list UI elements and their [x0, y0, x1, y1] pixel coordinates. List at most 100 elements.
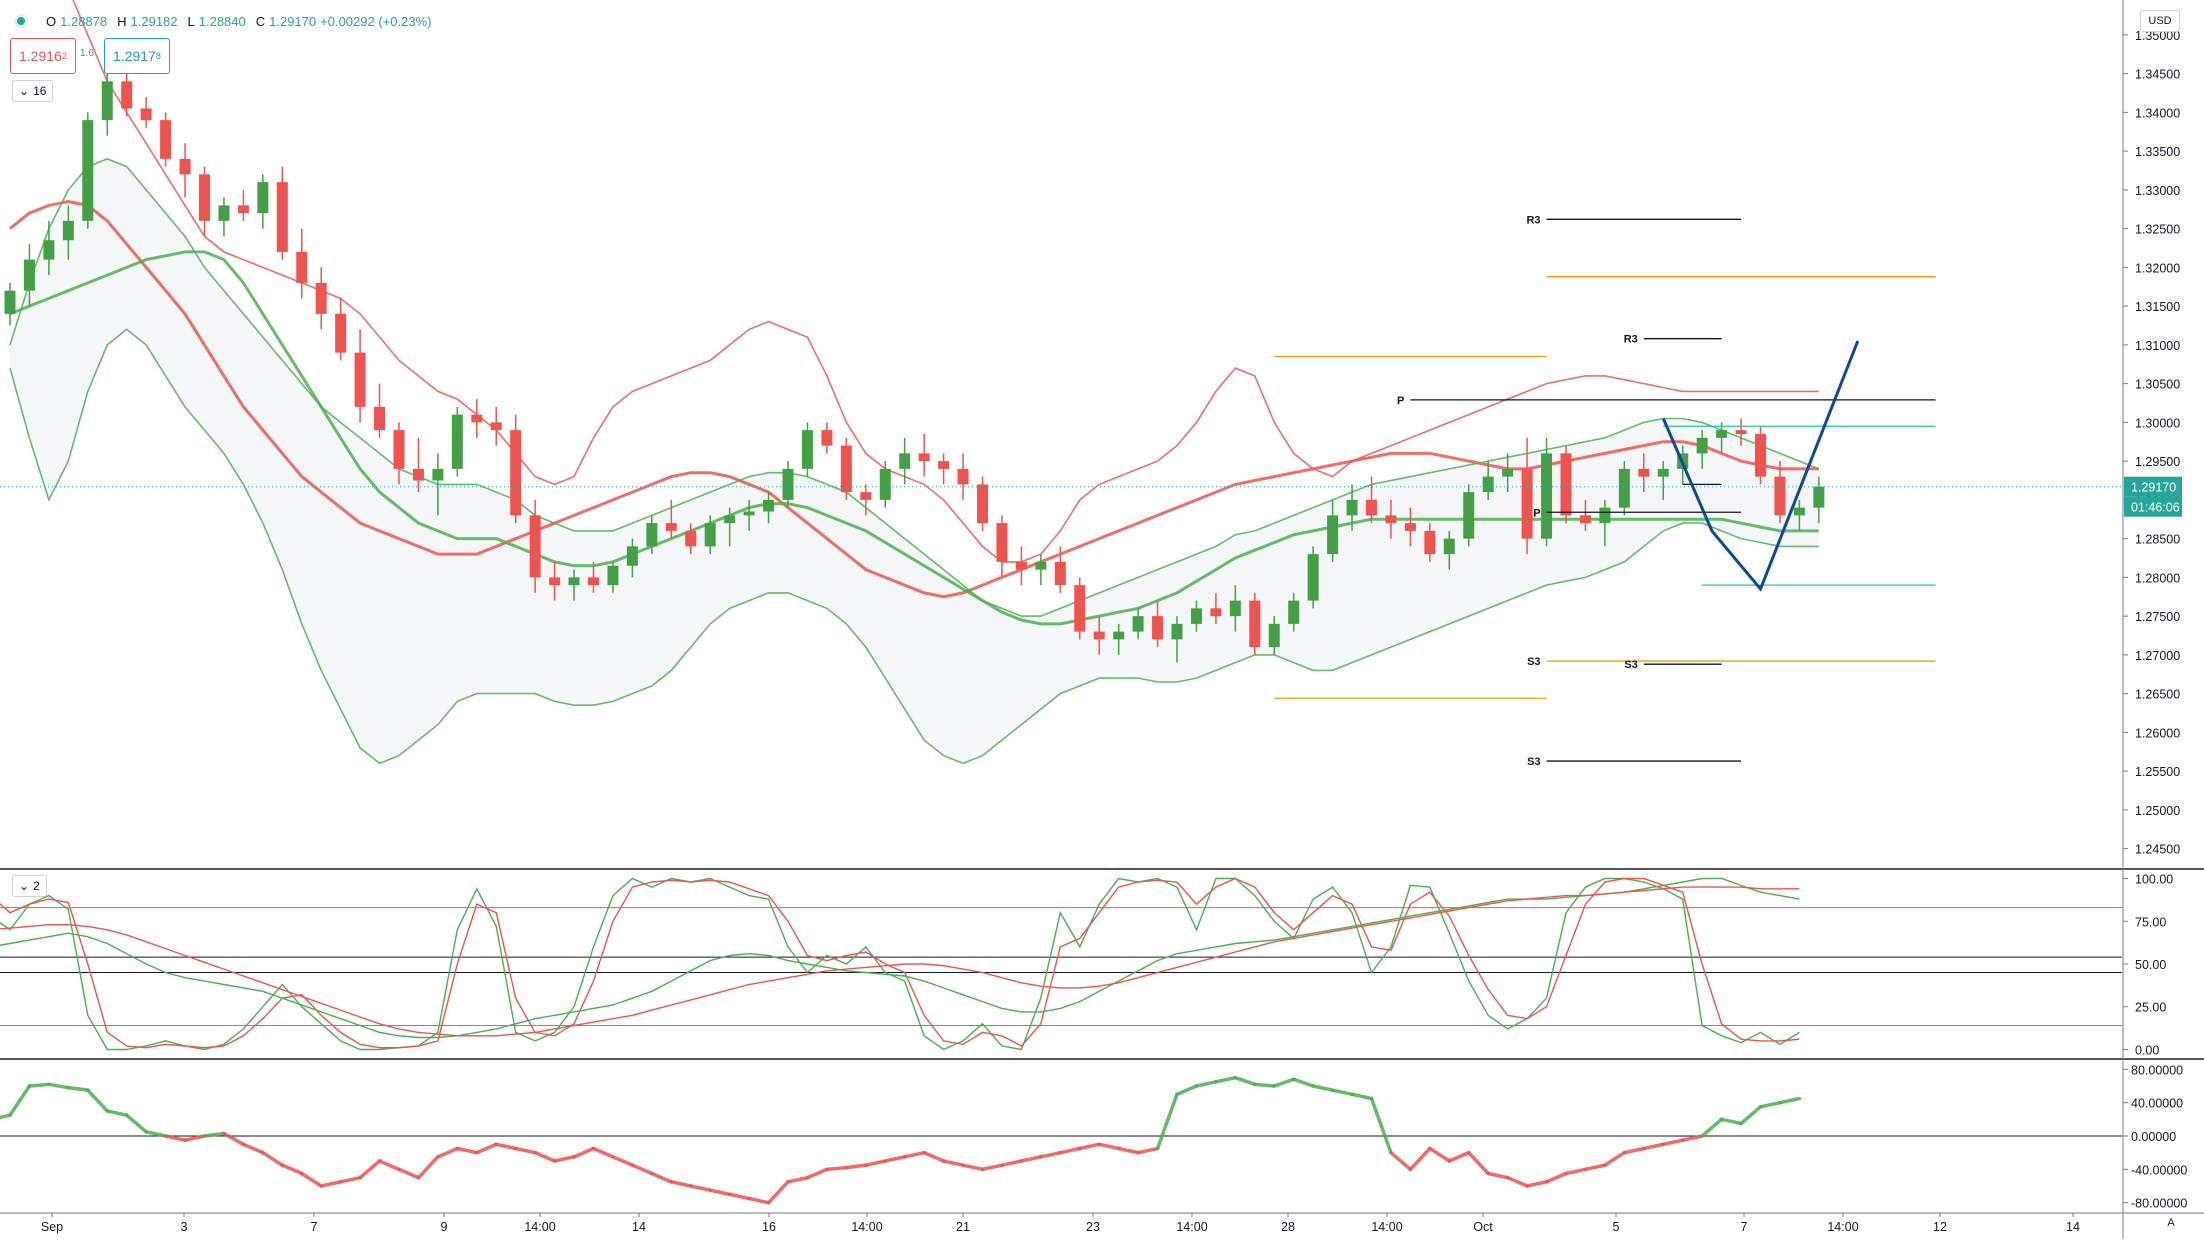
time-tick-label: 14:00: [1176, 1220, 1207, 1234]
momentum-segment: [1116, 1146, 1140, 1155]
buy-price-super: 8: [155, 51, 161, 61]
momentum-segment: [1311, 1084, 1335, 1092]
candle-body: [296, 251, 308, 283]
candle: [1560, 445, 1572, 524]
candle: [996, 515, 1008, 578]
momentum-segment: [1661, 1138, 1685, 1147]
candle: [1696, 430, 1708, 469]
candle-body: [1171, 623, 1183, 640]
price-tick-label: 1.35000: [2135, 29, 2180, 43]
candle: [140, 96, 152, 128]
candle: [801, 422, 813, 477]
candle: [1074, 577, 1086, 640]
pivot-label: P: [1397, 395, 1404, 407]
oscillator-count: 2: [33, 879, 40, 893]
candle-body: [1366, 499, 1377, 516]
momentum-segment: [300, 1171, 323, 1188]
countdown-label: 01:46:06: [2131, 501, 2180, 515]
candle-body: [1813, 486, 1825, 508]
candle-body: [315, 282, 327, 314]
candle: [1657, 461, 1669, 500]
candle: [1132, 608, 1144, 640]
candle: [82, 112, 94, 229]
sell-button[interactable]: 1.2916 2: [10, 38, 76, 74]
sell-price-super: 2: [61, 51, 67, 61]
candle: [588, 561, 599, 593]
candle: [1599, 499, 1611, 547]
time-tick-label: 12: [1933, 1220, 1947, 1234]
time-tick-label: 14:00: [524, 1220, 555, 1234]
pivot-level: R3: [1624, 334, 1722, 346]
candle: [840, 437, 852, 500]
candle-body: [1696, 437, 1708, 454]
momentum-segment: [280, 1163, 304, 1176]
green-band-lower: [9, 328, 1819, 765]
momentum-segment: [1058, 1146, 1082, 1155]
candle-body: [996, 523, 1008, 562]
candle-body: [704, 523, 716, 547]
open-key: O: [46, 13, 57, 29]
momentum-segment: [1680, 1134, 1704, 1142]
momentum-segment: [1408, 1146, 1432, 1172]
candle-body: [1774, 476, 1786, 516]
candle: [1054, 546, 1066, 593]
candle: [568, 569, 580, 601]
momentum-segment: [1272, 1077, 1296, 1088]
candle-body: [1404, 523, 1416, 531]
momentum-segment: [980, 1163, 1004, 1172]
candle-body: [1132, 616, 1144, 632]
high-value: 1.29182: [130, 13, 178, 29]
candle: [1579, 499, 1591, 531]
candle: [1813, 476, 1825, 524]
main-indicators-toggle[interactable]: ⌄ 16: [12, 80, 54, 102]
candle: [315, 267, 327, 330]
candle: [1638, 453, 1650, 493]
countdown-tag: [2124, 496, 2182, 517]
change-value: +0.00292 (+0.23%): [320, 13, 432, 29]
candle: [782, 461, 794, 508]
stoch-series-line: [0, 877, 1800, 1039]
candle: [393, 422, 405, 485]
candle-body: [1249, 600, 1261, 648]
oscillator-toggle[interactable]: ⌄ 2: [12, 875, 47, 897]
price-tick-label: 1.27000: [2135, 649, 2180, 663]
stoch-tick-label: 25.00: [2135, 1001, 2166, 1015]
candle-body: [1463, 492, 1475, 539]
candle: [1502, 453, 1514, 493]
candle-body: [121, 81, 133, 109]
candle: [1735, 418, 1747, 446]
auto-scale-button[interactable]: A: [2167, 1217, 2175, 1229]
momentum-segment: [241, 1142, 265, 1155]
candle-body: [1657, 468, 1669, 477]
momentum-segment: [397, 1167, 421, 1180]
momentum-segment: [1603, 1150, 1627, 1167]
momentum-segment: [1291, 1077, 1315, 1088]
price-tick-label: 1.25000: [2135, 804, 2180, 818]
price-tick-label: 1.31500: [2135, 300, 2180, 314]
momentum-segment: [1778, 1096, 1802, 1105]
candle: [1618, 461, 1630, 516]
band-cloud: [10, 158, 1819, 764]
buy-price: 1.2917: [113, 48, 156, 64]
momentum-segment: [27, 1082, 51, 1088]
momentum-segment: [689, 1184, 712, 1192]
candle: [1093, 616, 1105, 655]
momentum-segment: [1544, 1171, 1568, 1184]
currency-button[interactable]: USD: [2140, 10, 2180, 32]
candle-body: [1190, 608, 1202, 624]
stoch-series-line: [0, 886, 1800, 1037]
price-tick-label: 1.33500: [2135, 145, 2180, 159]
buy-button[interactable]: 1.2917 8: [104, 38, 170, 74]
momentum-segment: [1194, 1080, 1218, 1088]
momentum-segment: [1564, 1167, 1588, 1176]
candle: [432, 453, 444, 516]
momentum-segment: [86, 1088, 109, 1113]
candle: [1443, 530, 1455, 570]
momentum-segment: [669, 1180, 693, 1188]
momentum-segment: [1719, 1117, 1743, 1126]
chevron-down-icon: ⌄: [19, 84, 30, 98]
green-band-upper: [9, 158, 1820, 617]
candle-body: [626, 546, 638, 566]
